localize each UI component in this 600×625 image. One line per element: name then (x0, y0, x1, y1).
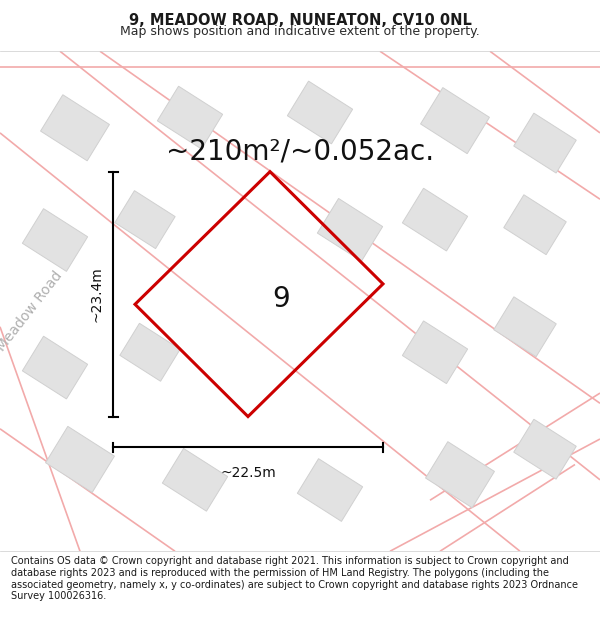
Polygon shape (403, 188, 467, 251)
Text: ~23.4m: ~23.4m (90, 266, 104, 322)
Polygon shape (421, 88, 490, 154)
Polygon shape (46, 426, 115, 493)
Polygon shape (120, 323, 180, 381)
Polygon shape (298, 459, 362, 521)
Text: Contains OS data © Crown copyright and database right 2021. This information is : Contains OS data © Crown copyright and d… (11, 556, 578, 601)
Polygon shape (22, 336, 88, 399)
Text: Meadow Road: Meadow Road (0, 269, 65, 354)
Text: 9: 9 (272, 285, 290, 313)
Polygon shape (41, 95, 109, 161)
Polygon shape (115, 191, 175, 249)
Polygon shape (425, 442, 494, 508)
Polygon shape (287, 81, 353, 144)
Text: ~210m²/~0.052ac.: ~210m²/~0.052ac. (166, 138, 434, 165)
Polygon shape (494, 297, 556, 357)
Polygon shape (157, 86, 223, 149)
Text: ~22.5m: ~22.5m (220, 466, 276, 479)
Polygon shape (514, 419, 576, 479)
Polygon shape (504, 195, 566, 254)
Polygon shape (317, 199, 383, 261)
Text: 9, MEADOW ROAD, NUNEATON, CV10 0NL: 9, MEADOW ROAD, NUNEATON, CV10 0NL (128, 12, 472, 28)
Polygon shape (403, 321, 467, 384)
Text: Map shows position and indicative extent of the property.: Map shows position and indicative extent… (120, 26, 480, 39)
Polygon shape (514, 113, 576, 173)
Polygon shape (22, 209, 88, 271)
Polygon shape (163, 449, 227, 511)
